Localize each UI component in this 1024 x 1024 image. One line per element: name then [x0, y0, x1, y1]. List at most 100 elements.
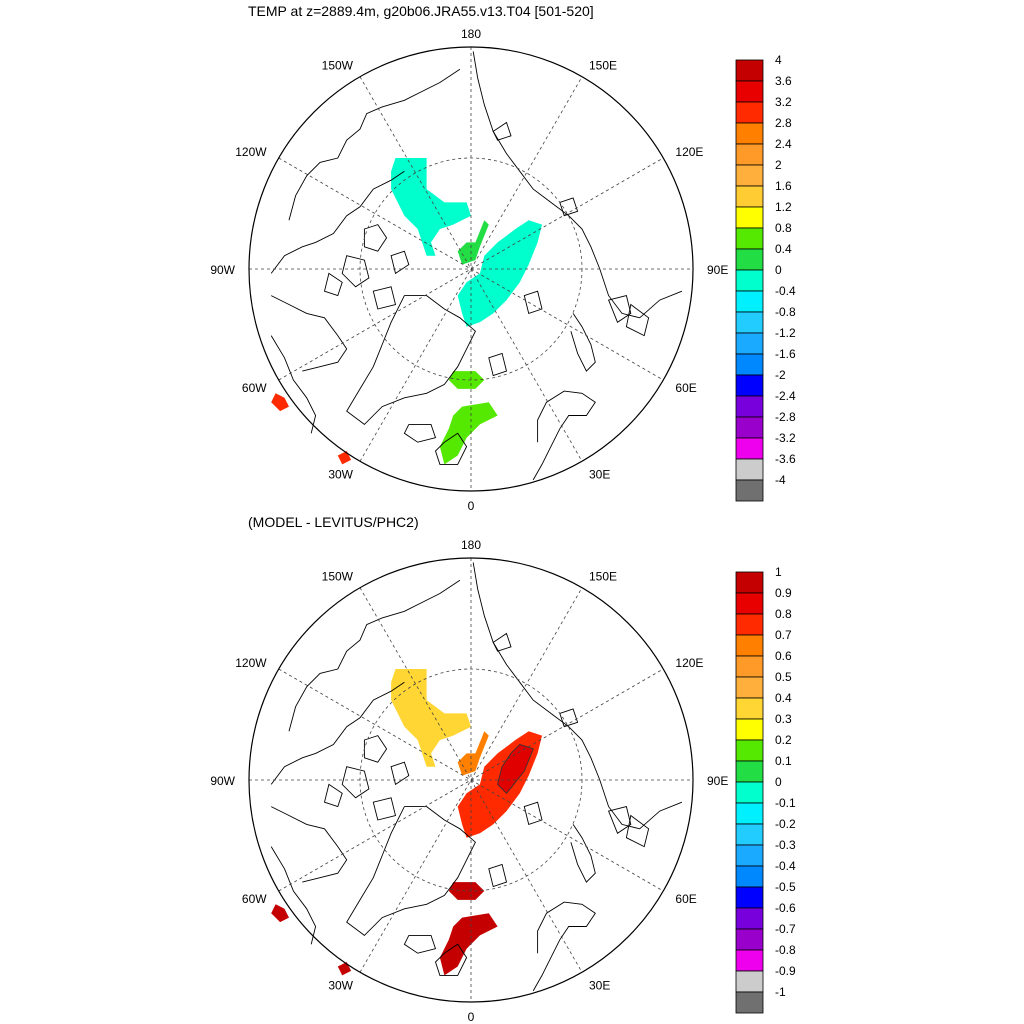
lon-label: 60E — [675, 381, 696, 395]
lon-label: 180 — [461, 27, 481, 41]
colorbar-swatch — [735, 143, 764, 166]
lon-label: 120E — [675, 656, 703, 670]
colorbar-swatch — [735, 949, 764, 972]
colorbar-label: -2 — [775, 368, 786, 382]
colorbar-swatch — [735, 227, 764, 250]
colorbar-label: 0.1 — [775, 754, 792, 768]
colorbar-label: 0.4 — [775, 691, 792, 705]
field-core — [497, 744, 534, 794]
field-greenland — [439, 913, 498, 976]
colorbar-swatch — [735, 332, 764, 355]
field-fram — [448, 882, 485, 900]
panel-title-bottom: (MODEL - LEVITUS/PHC2) — [248, 514, 419, 530]
colorbar-swatch — [735, 886, 764, 909]
colorbar-label: -0.8 — [775, 305, 796, 319]
colorbar-label: 0.8 — [775, 607, 792, 621]
colorbar-label: -2.4 — [775, 389, 796, 403]
colorbar-swatch — [735, 437, 764, 460]
coastline-greenland — [346, 806, 476, 936]
island — [559, 708, 579, 728]
lon-label: 30W — [328, 978, 353, 992]
colorbar-label: -3.2 — [775, 431, 796, 445]
lon-label: 60W — [242, 381, 267, 395]
coastline-canada — [270, 681, 405, 785]
colorbar-label: 2.4 — [775, 137, 792, 151]
field-labrador_sw — [271, 904, 289, 923]
colorbar-label: 0.8 — [775, 221, 792, 235]
colorbar-swatch — [735, 844, 764, 867]
lon-label: 30W — [328, 467, 353, 481]
colorbar-swatch — [735, 865, 764, 888]
colorbar-swatch — [735, 592, 764, 615]
colorbar-label: -1 — [775, 985, 786, 999]
meridian-line — [359, 76, 583, 462]
island — [372, 797, 397, 821]
island — [363, 224, 388, 252]
island — [523, 801, 543, 825]
colorbar-swatch — [735, 781, 764, 804]
colorbar-label: -0.5 — [775, 880, 796, 894]
lon-label: 30E — [589, 978, 610, 992]
coastline-canada — [270, 170, 405, 274]
island — [341, 255, 370, 288]
colorbar-swatch — [735, 59, 764, 82]
colorbar-label: 1.6 — [775, 179, 792, 193]
colorbar-label: 0 — [775, 775, 782, 789]
colorbar-swatch — [735, 164, 764, 187]
coastline-scandinavia — [532, 901, 596, 992]
colorbar-label: -0.8 — [775, 943, 796, 957]
colorbar-swatch — [735, 718, 764, 741]
island — [607, 295, 632, 323]
island — [523, 290, 543, 314]
island — [341, 766, 370, 799]
coastline-novaya — [570, 824, 596, 883]
island — [390, 761, 410, 786]
colorbar-label: 0.6 — [775, 649, 792, 663]
field-labrador_sw — [271, 393, 289, 412]
colorbar-label: 0 — [775, 263, 782, 277]
colorbar-label: -0.2 — [775, 817, 796, 831]
island — [488, 352, 508, 377]
map-boundary — [248, 46, 694, 492]
island — [372, 286, 397, 310]
field-labrador_s — [337, 451, 352, 465]
coastline-britain — [434, 943, 468, 976]
coastline-iceland — [403, 934, 437, 954]
coastline-labrador — [270, 846, 317, 945]
island — [323, 783, 343, 808]
colorbar-swatch — [735, 928, 764, 951]
colorbar-label: -2.8 — [775, 410, 796, 424]
colorbar-swatch — [735, 458, 764, 481]
colorbar-label: -3.6 — [775, 452, 796, 466]
field-beaufort — [391, 669, 471, 767]
colorbar-label: 2 — [775, 158, 782, 172]
map-boundary — [248, 557, 694, 1003]
lon-label: 90W — [210, 263, 235, 277]
colorbar-swatch — [735, 206, 764, 229]
map-panel-top: 180 150E 120E 90E 60E 30E 0 30W 60W 90W 120W 150W 4 3… — [210, 27, 796, 513]
lon-label: 90E — [707, 774, 728, 788]
colorbar-swatch — [735, 655, 764, 678]
colorbar-swatch — [735, 991, 764, 1014]
coastline-hudson — [270, 806, 348, 883]
colorbar-label: 3.6 — [775, 74, 792, 88]
coastline-hudson — [270, 295, 348, 372]
colorbar-label: -0.6 — [775, 901, 796, 915]
island — [492, 121, 512, 141]
field-lomonosov — [457, 220, 489, 265]
coastline-alaska — [288, 579, 461, 732]
colorbar-label: 0.3 — [775, 712, 792, 726]
field-lomonosov — [457, 731, 489, 776]
island — [323, 272, 343, 297]
lon-label: 150E — [589, 59, 617, 73]
coastline-alaska — [288, 68, 461, 221]
lon-label: 120W — [235, 656, 267, 670]
lon-label: 150W — [322, 570, 354, 584]
lon-label: 90E — [707, 263, 728, 277]
lon-label: 60W — [242, 892, 267, 906]
coastline-scandinavia — [532, 390, 596, 481]
colorbar-label: 0.9 — [775, 586, 792, 600]
island — [625, 303, 650, 337]
colorbar-swatch — [735, 479, 764, 502]
